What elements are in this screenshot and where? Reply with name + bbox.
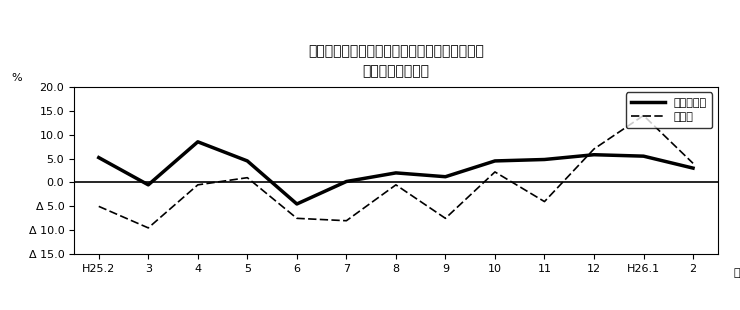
製造業 [144, 226, 152, 230]
製造業 [689, 162, 698, 165]
製造業 [193, 183, 202, 187]
Text: %: % [12, 73, 22, 83]
調査産業計 [639, 154, 648, 158]
製造業 [342, 219, 351, 223]
Line: 調査産業計: 調査産業計 [98, 142, 693, 204]
Title: 第２図　所定外労働時間　対前年同月比の推移
（規樨５人以上）: 第２図 所定外労働時間 対前年同月比の推移 （規樨５人以上） [308, 44, 484, 79]
製造業 [639, 114, 648, 117]
調査産業計 [491, 159, 500, 163]
X-axis label: 月: 月 [734, 268, 740, 277]
調査産業計 [540, 158, 549, 162]
製造業 [491, 170, 500, 174]
調査産業計 [94, 156, 103, 159]
調査産業計 [193, 140, 202, 144]
Legend: 調査産業計, 製造業: 調査産業計, 製造業 [626, 92, 712, 128]
製造業 [243, 176, 252, 179]
調査産業計 [689, 166, 698, 170]
Line: 製造業: 製造業 [98, 116, 693, 228]
製造業 [540, 200, 549, 203]
調査産業計 [144, 183, 152, 187]
製造業 [441, 216, 450, 220]
調査産業計 [590, 153, 599, 157]
調査産業計 [243, 159, 252, 163]
製造業 [94, 205, 103, 208]
調査産業計 [391, 171, 400, 175]
製造業 [292, 216, 301, 220]
調査産業計 [342, 179, 351, 183]
調査産業計 [441, 175, 450, 179]
製造業 [391, 183, 400, 187]
調査産業計 [292, 202, 301, 206]
製造業 [590, 147, 599, 151]
